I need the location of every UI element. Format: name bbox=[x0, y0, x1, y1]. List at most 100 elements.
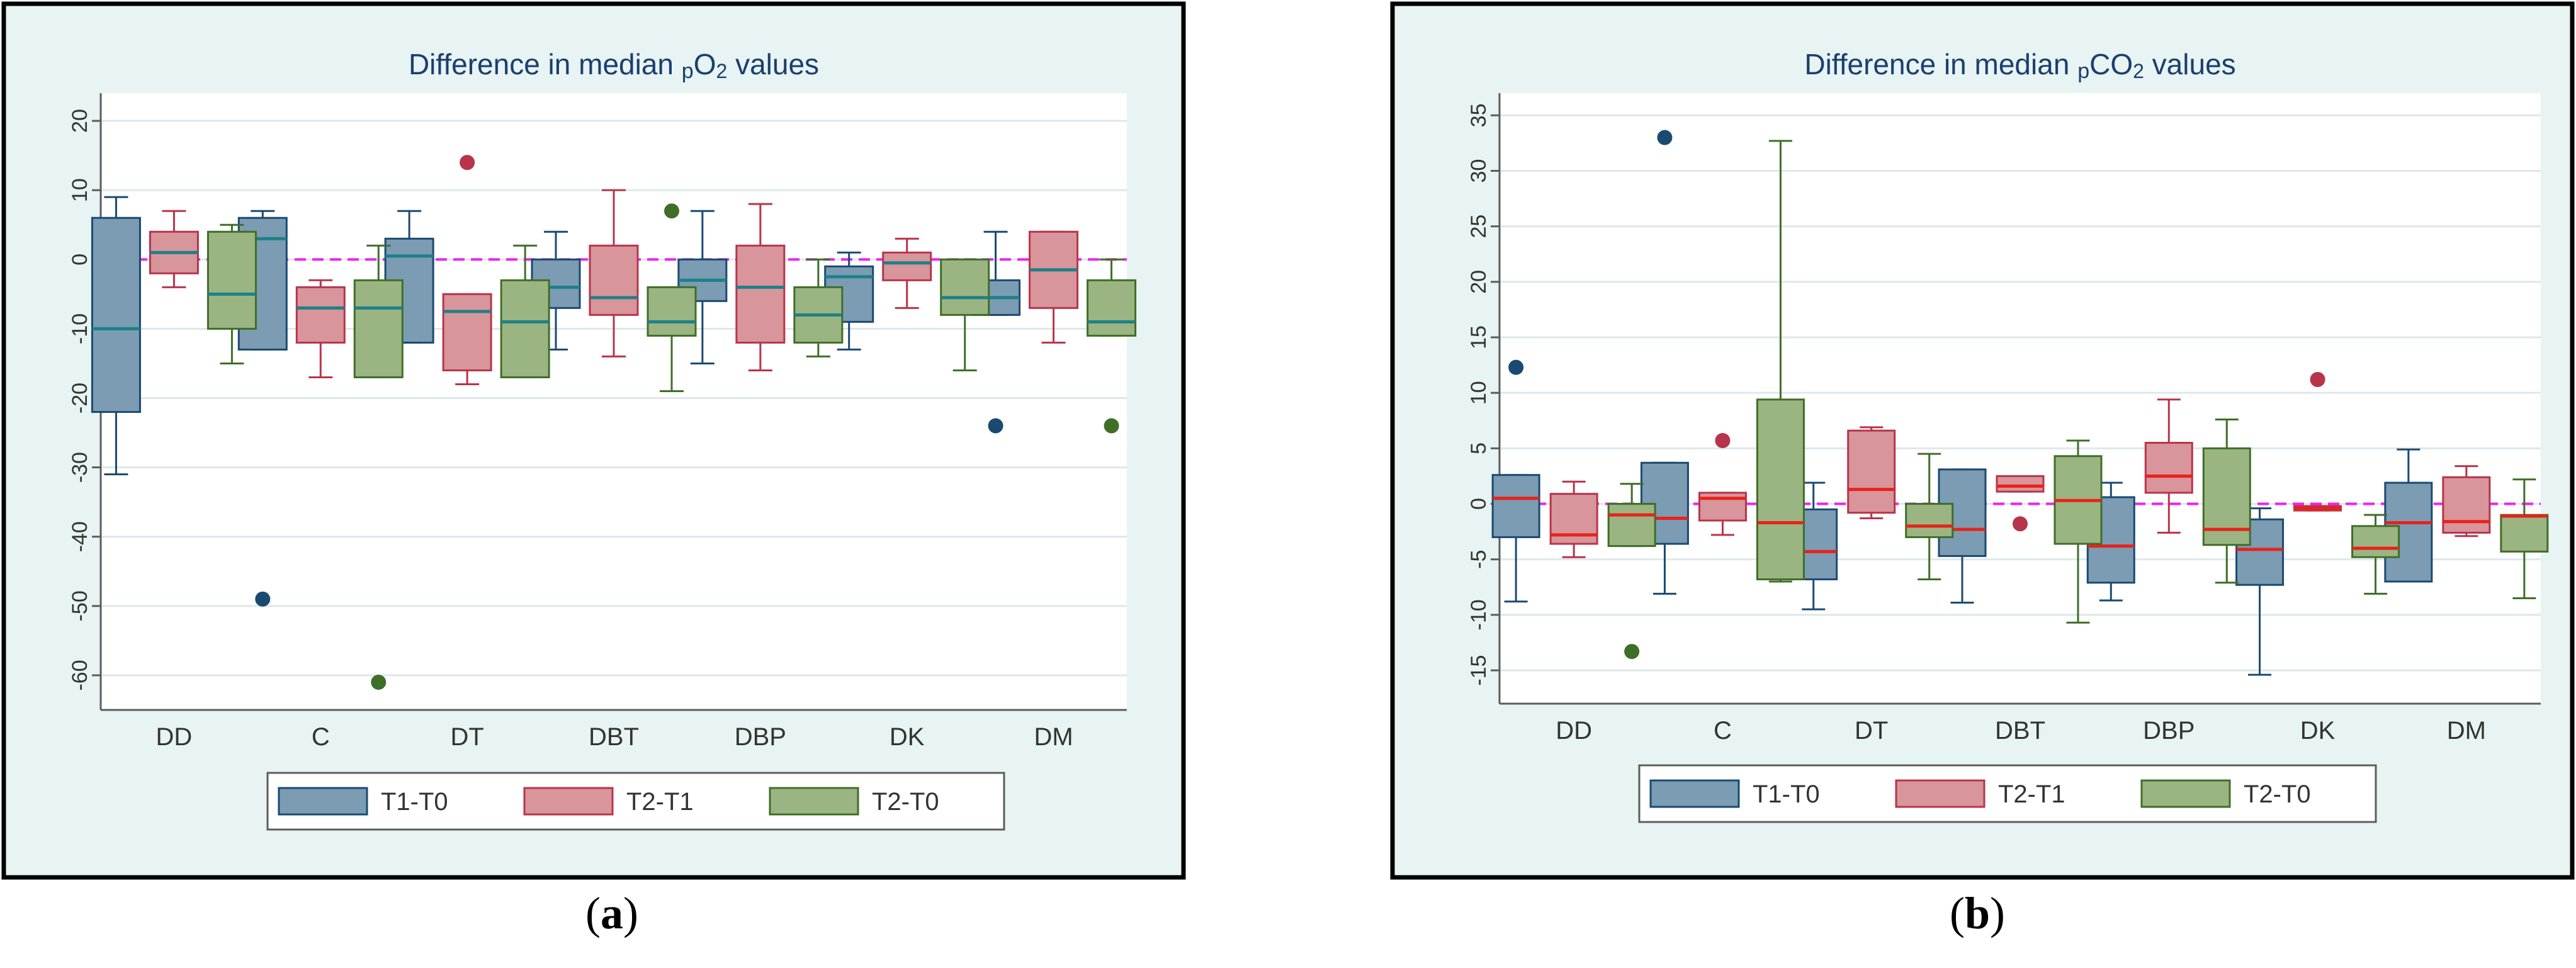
box-t2-t1 bbox=[882, 251, 932, 281]
box-t2-t0 bbox=[1756, 398, 1805, 580]
outlier-point bbox=[2310, 372, 2325, 388]
caption-b-close: ) bbox=[1990, 888, 2005, 938]
y-tick-label: 0 bbox=[68, 254, 92, 266]
title-p: p bbox=[2077, 59, 2089, 83]
legend-label-t2-t1: T2-T1 bbox=[1998, 780, 2065, 808]
panel-b-chart: Difference in median pCO2 values35302520… bbox=[1390, 1, 2575, 880]
x-category-label: DBT bbox=[1995, 717, 2045, 745]
outlier-point bbox=[1715, 433, 1731, 449]
box-t2-t0 bbox=[940, 258, 990, 316]
title-p: p bbox=[682, 59, 694, 83]
y-tick-label: 0 bbox=[1467, 498, 1491, 510]
y-tick-label: -10 bbox=[1467, 599, 1491, 630]
y-tick-label: -50 bbox=[68, 590, 92, 621]
x-category-label: DBP bbox=[735, 723, 786, 751]
box-t2-t0 bbox=[2351, 525, 2400, 558]
x-category-label: DM bbox=[1034, 723, 1073, 751]
y-tick-label: -60 bbox=[68, 660, 92, 690]
legend-label-t1-t0: T1-T0 bbox=[1753, 780, 1820, 808]
caption-a-letter: a bbox=[601, 888, 623, 938]
title-prefix: Difference in median bbox=[1804, 48, 2077, 81]
outlier-point bbox=[460, 155, 475, 171]
legend-swatch-t1-t0 bbox=[1649, 779, 1740, 808]
title-sub: 2 bbox=[2133, 60, 2144, 82]
box-t2-t1 bbox=[1996, 475, 2045, 493]
outlier-point bbox=[664, 203, 679, 219]
y-tick-label: 25 bbox=[1467, 215, 1491, 239]
box-t1-t0 bbox=[91, 217, 141, 414]
x-category-label: C bbox=[312, 723, 330, 751]
x-category-label: DBT bbox=[589, 723, 639, 751]
y-tick-label: 20 bbox=[68, 109, 92, 133]
legend-label-t2-t0: T2-T0 bbox=[872, 788, 939, 816]
legend-swatch-t2-t1 bbox=[1895, 779, 1986, 808]
legend-swatch-t2-t0 bbox=[2140, 779, 2231, 808]
legend-box bbox=[1638, 764, 2377, 823]
caption-b-open: ( bbox=[1949, 888, 1965, 938]
legend-label-t1-t0: T1-T0 bbox=[381, 788, 448, 816]
x-category-label: DBP bbox=[2143, 717, 2195, 745]
x-category-label: DT bbox=[450, 723, 483, 751]
chart-title: Difference in median pO2 values bbox=[409, 48, 819, 83]
x-category-label: DM bbox=[2447, 717, 2486, 745]
box-t2-t1 bbox=[1847, 429, 1896, 514]
y-tick-label: 10 bbox=[1467, 381, 1491, 405]
y-tick-label: 30 bbox=[1467, 159, 1491, 183]
y-tick-label: -5 bbox=[1467, 550, 1491, 569]
box-t2-t0 bbox=[1087, 279, 1137, 337]
legend-label-t2-t1: T2-T1 bbox=[626, 788, 694, 816]
y-tick-label: -15 bbox=[1467, 655, 1491, 686]
outlier-point bbox=[255, 591, 271, 607]
caption-a-open: ( bbox=[585, 888, 601, 938]
y-tick-label: -10 bbox=[68, 313, 92, 344]
outlier-point bbox=[1624, 644, 1640, 660]
title-gas: O bbox=[694, 48, 716, 81]
box-t2-t0 bbox=[206, 230, 257, 330]
outlier-point bbox=[371, 674, 387, 690]
box-t2-t1 bbox=[589, 244, 639, 316]
y-tick-label: -20 bbox=[68, 383, 92, 414]
title-sub: 2 bbox=[716, 60, 728, 82]
legend-box bbox=[266, 772, 1005, 831]
outlier-point bbox=[1657, 130, 1673, 145]
caption-b-letter: b bbox=[1964, 888, 1991, 938]
box-t2-t0 bbox=[1905, 503, 1954, 538]
box-t2-t1 bbox=[442, 293, 492, 371]
legend-label-t2-t0: T2-T0 bbox=[2244, 780, 2311, 808]
box-t2-t1 bbox=[2144, 442, 2193, 494]
box-t2-t0 bbox=[1607, 503, 1656, 548]
y-tick-label: 5 bbox=[1467, 442, 1491, 454]
box-t2-t0 bbox=[647, 286, 697, 337]
box-t1-t0 bbox=[1491, 474, 1540, 538]
x-category-label: DK bbox=[890, 723, 925, 751]
x-category-label: C bbox=[1714, 717, 1732, 745]
title-gas: CO bbox=[2089, 48, 2133, 81]
title-suffix: values bbox=[2144, 48, 2236, 81]
legend-swatch-t2-t1 bbox=[523, 787, 614, 816]
outlier-point bbox=[988, 418, 1003, 434]
title-prefix: Difference in median bbox=[409, 48, 682, 81]
y-tick-label: -30 bbox=[68, 452, 92, 483]
x-category-label: DD bbox=[1556, 717, 1592, 745]
caption-a-close: ) bbox=[623, 888, 638, 938]
box-t2-t1 bbox=[735, 244, 786, 344]
box-t2-t1 bbox=[2442, 476, 2491, 534]
y-tick-label: -40 bbox=[68, 521, 92, 552]
title-suffix: values bbox=[727, 48, 819, 81]
outlier-point bbox=[1104, 418, 1119, 434]
plot-area bbox=[1500, 93, 2541, 704]
outlier-point bbox=[2013, 516, 2028, 532]
chart-title: Difference in median pCO2 values bbox=[1804, 48, 2235, 83]
box-t2-t0 bbox=[500, 279, 550, 378]
x-category-label: DT bbox=[1855, 717, 1888, 745]
outlier-point bbox=[1508, 359, 1524, 375]
caption-b: (b) bbox=[1851, 887, 2103, 940]
legend-swatch-t2-t0 bbox=[769, 787, 859, 816]
panel-a-chart: Difference in median pO2 values 20 10 0 -10 -… bbox=[1, 1, 1186, 880]
legend: T1-T0 T2-T1 T2-T0 bbox=[266, 772, 1005, 831]
legend-swatch-t1-t0 bbox=[278, 787, 368, 816]
plot-area bbox=[101, 93, 1127, 710]
box-t2-t1 bbox=[295, 286, 346, 344]
y-tick-label: 10 bbox=[68, 178, 92, 202]
x-category-label: DD bbox=[156, 723, 193, 751]
